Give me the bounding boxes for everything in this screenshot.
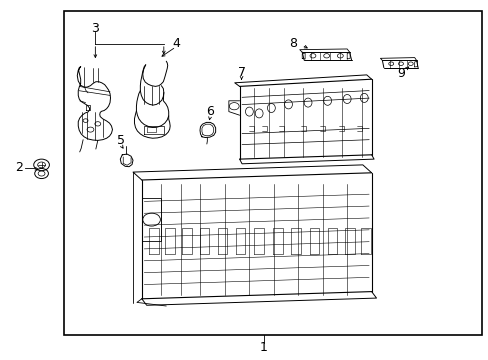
Text: 4: 4 xyxy=(172,37,180,50)
Text: 8: 8 xyxy=(289,37,297,50)
Text: 2: 2 xyxy=(15,161,22,174)
Text: 6: 6 xyxy=(206,105,214,118)
Text: 3: 3 xyxy=(91,22,99,35)
Text: 5: 5 xyxy=(117,134,124,147)
Text: 1: 1 xyxy=(260,341,267,354)
Text: 9: 9 xyxy=(396,67,404,80)
Bar xyxy=(63,11,481,335)
Text: 7: 7 xyxy=(237,66,245,78)
